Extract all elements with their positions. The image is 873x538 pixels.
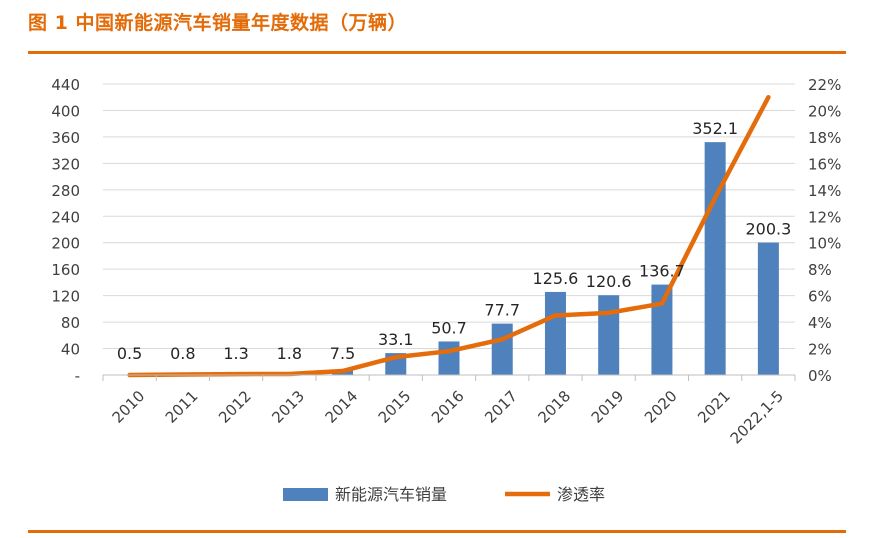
legend-label: 新能源汽车销量 bbox=[335, 485, 447, 504]
y-right-tick-label: 8% bbox=[808, 261, 832, 279]
title-divider bbox=[28, 51, 846, 54]
bar-data-label: 120.6 bbox=[586, 272, 632, 291]
bar-data-label: 200.3 bbox=[745, 220, 791, 239]
bar bbox=[757, 242, 779, 375]
y-left-tick-label: 120 bbox=[51, 288, 80, 306]
y-right-tick-label: 12% bbox=[808, 208, 841, 226]
y-right-tick-label: 22% bbox=[808, 76, 841, 94]
bar-data-label: 136.7 bbox=[639, 262, 685, 281]
bar bbox=[598, 295, 620, 375]
bar-data-label: 0.8 bbox=[170, 344, 195, 363]
bar-data-label: 1.3 bbox=[223, 344, 248, 363]
bar-data-label: 352.1 bbox=[692, 119, 738, 138]
bar-series-sales bbox=[119, 142, 779, 375]
y-left-tick-label: 40 bbox=[61, 341, 80, 359]
x-tick-label: 2019 bbox=[588, 387, 628, 427]
y-right-tick-label: 20% bbox=[808, 102, 841, 120]
y-left-tick-label: 80 bbox=[61, 314, 80, 332]
bar-data-label: 50.7 bbox=[431, 318, 467, 337]
legend-bar-swatch bbox=[283, 488, 328, 501]
y-left-tick-label: 160 bbox=[51, 261, 80, 279]
x-tick-label: 2018 bbox=[534, 387, 574, 427]
x-tick-label: 2011 bbox=[162, 387, 202, 427]
y-right-tick-label: 0% bbox=[808, 367, 832, 385]
bar-data-label: 77.7 bbox=[484, 301, 520, 320]
x-tick-label: 2014 bbox=[322, 387, 362, 427]
y-right-tick-label: 4% bbox=[808, 314, 832, 332]
bar-data-label: 7.5 bbox=[330, 344, 355, 363]
y-left-tick-label: 320 bbox=[51, 155, 80, 173]
y-left-tick-label: 360 bbox=[51, 129, 80, 147]
y-right-tick-label: 18% bbox=[808, 129, 841, 147]
legend-label: 渗透率 bbox=[557, 485, 605, 504]
bar-data-label: 0.5 bbox=[117, 344, 142, 363]
bar-data-label: 1.8 bbox=[277, 344, 302, 363]
bar bbox=[704, 142, 726, 375]
x-tick-label: 2017 bbox=[481, 387, 521, 427]
x-tick-label: 2012 bbox=[215, 387, 255, 427]
x-tick-label: 2016 bbox=[428, 387, 468, 427]
y-right-tick-label: 2% bbox=[808, 341, 832, 359]
y-right-tick-label: 6% bbox=[808, 288, 832, 306]
bar-data-label: 125.6 bbox=[533, 269, 579, 288]
x-tick-label: 2021 bbox=[694, 387, 734, 427]
bar bbox=[544, 291, 566, 375]
y-left-tick-label: - bbox=[75, 367, 80, 385]
y-left-tick-label: 280 bbox=[51, 182, 80, 200]
x-tick-label: 2010 bbox=[109, 387, 149, 427]
gridlines bbox=[103, 83, 795, 350]
figure-title: 图 1 中国新能源汽车销量年度数据（万辆） bbox=[28, 12, 407, 34]
x-tick-label: 2020 bbox=[641, 387, 681, 427]
x-tick-label: 2013 bbox=[268, 387, 308, 427]
y-right-tick-label: 14% bbox=[808, 182, 841, 200]
bar bbox=[438, 341, 460, 375]
y-right-tick-label: 10% bbox=[808, 235, 841, 253]
y-left-tick-label: 440 bbox=[51, 76, 80, 94]
bar-data-label: 33.1 bbox=[378, 330, 414, 349]
y-left-tick-label: 400 bbox=[51, 102, 80, 120]
bar bbox=[491, 323, 513, 375]
x-tick-label: 2022,1-5 bbox=[727, 387, 787, 447]
bottom-divider bbox=[28, 530, 846, 533]
y-left-tick-label: 200 bbox=[51, 235, 80, 253]
bar bbox=[651, 284, 673, 375]
data-labels: 0.5 0.8 1.3 1.8 7.5 33.1 50.7 77.7 125.6 120.6 136… bbox=[117, 119, 791, 363]
x-tick-label: 2015 bbox=[375, 387, 415, 427]
y-left-tick-label: 240 bbox=[51, 208, 80, 226]
legend: 新能源汽车销量 渗透率 bbox=[283, 485, 605, 504]
y-right-tick-label: 16% bbox=[808, 155, 841, 173]
